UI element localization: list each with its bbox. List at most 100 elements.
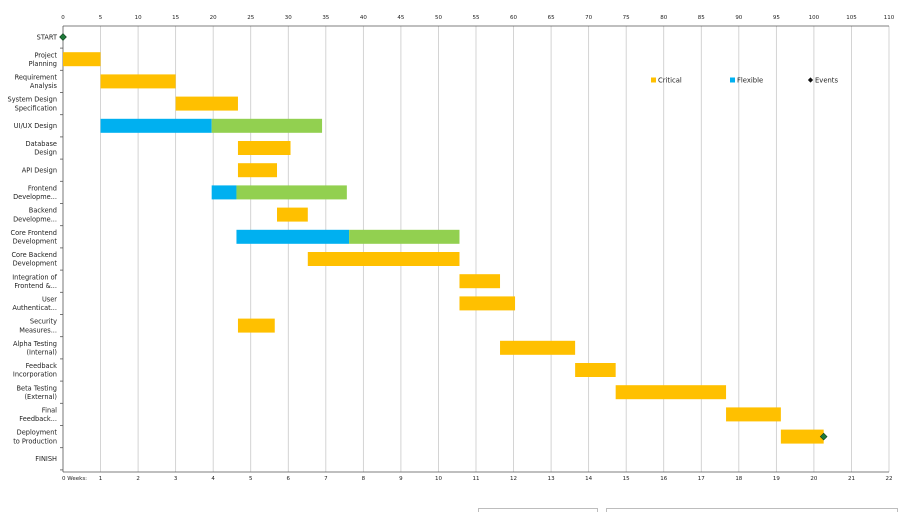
bottom-tick-label: 16 bbox=[660, 476, 667, 482]
top-tick-label: 10 bbox=[135, 15, 142, 21]
task-label: Development bbox=[13, 238, 58, 246]
task-label: Core Backend bbox=[11, 251, 57, 259]
top-tick-label: 40 bbox=[360, 15, 367, 21]
task-bar-slack bbox=[236, 185, 347, 200]
task-bar-flexible bbox=[211, 185, 237, 200]
bottom-tick-label: 13 bbox=[548, 476, 555, 482]
task-bar-flexible bbox=[236, 229, 350, 244]
task-bar-flexible bbox=[100, 118, 212, 133]
task-label: Alpha Testing bbox=[13, 340, 57, 348]
task-bar-slack bbox=[211, 118, 323, 133]
bottom-tick-label: 10 bbox=[435, 476, 442, 482]
event-marker bbox=[819, 432, 828, 441]
task-label: Database bbox=[26, 140, 57, 148]
task-label: Measures... bbox=[19, 326, 57, 334]
bottom-tick-label: 22 bbox=[886, 476, 893, 482]
task-label: Planning bbox=[29, 60, 57, 68]
top-axis: 0 5 10 15 20 25 30 35 40 45 50 55 60 65 70 75 80 85 90 95 10… bbox=[61, 15, 895, 27]
task-label: API Design bbox=[22, 167, 57, 175]
bottom-tick-label: 4 bbox=[211, 476, 215, 482]
legend-swatch-critical bbox=[651, 77, 656, 83]
legend-event-swatch bbox=[807, 77, 814, 83]
bottom-tick-label: 15 bbox=[623, 476, 630, 482]
top-tick-label: 75 bbox=[623, 15, 630, 21]
task-bar-critical bbox=[175, 96, 238, 111]
bottom-tick-label: 5 bbox=[249, 476, 253, 482]
event-markers bbox=[59, 33, 828, 441]
top-tick-label: 95 bbox=[773, 15, 780, 21]
task-label: Final bbox=[42, 407, 57, 415]
bottom-tick-label: 3 bbox=[174, 476, 178, 482]
bottom-tick-label: 14 bbox=[585, 476, 592, 482]
task-label: Incorporation bbox=[13, 371, 57, 379]
bottom-tick-label: 11 bbox=[473, 476, 480, 482]
legend-label: Flexible bbox=[737, 77, 763, 85]
task-bar-critical bbox=[237, 318, 275, 333]
bottom-tick-label: 2 bbox=[136, 476, 140, 482]
task-label: Core Frontend bbox=[11, 229, 57, 237]
top-tick-label: 55 bbox=[473, 15, 480, 21]
task-label: Project bbox=[34, 51, 57, 59]
bottom-tick-label: 21 bbox=[848, 476, 855, 482]
bottom-tick-label: 19 bbox=[773, 476, 780, 482]
top-tick-label: 35 bbox=[322, 15, 329, 21]
task-label: Beta Testing bbox=[17, 384, 57, 392]
footer-box-left bbox=[478, 508, 598, 512]
top-tick-label: 85 bbox=[698, 15, 705, 21]
top-tick-label: 15 bbox=[172, 15, 179, 21]
task-bar-critical bbox=[575, 363, 616, 377]
top-tick-label: 80 bbox=[660, 15, 667, 21]
bottom-tick-label: 20 bbox=[810, 476, 817, 482]
bottom-tick-label: 1 bbox=[99, 476, 103, 482]
top-tick-label: 90 bbox=[735, 15, 742, 21]
bottom-tick-label: 17 bbox=[698, 476, 705, 482]
bottom-axis-title: 0 Weeks: bbox=[62, 476, 87, 482]
task-label: Specification bbox=[15, 104, 57, 112]
task-bar-critical bbox=[726, 407, 781, 422]
task-bar-critical bbox=[237, 163, 278, 178]
bottom-tick-label: 6 bbox=[287, 476, 291, 482]
task-bar-critical bbox=[307, 252, 460, 266]
bottom-tick-label: 9 bbox=[399, 476, 403, 482]
task-bar-critical bbox=[500, 340, 576, 355]
task-bar-critical bbox=[459, 296, 516, 311]
task-bar-critical bbox=[459, 274, 501, 289]
task-bar-slack bbox=[349, 229, 460, 244]
task-label: (External) bbox=[24, 393, 57, 401]
top-tick-label: 50 bbox=[435, 15, 442, 21]
task-label: Developme... bbox=[13, 193, 57, 201]
footer-box-right bbox=[606, 508, 898, 512]
task-label: Deployment bbox=[17, 429, 58, 437]
top-tick-label: 100 bbox=[809, 15, 820, 21]
bottom-tick-label: 18 bbox=[735, 476, 742, 482]
task-bar-critical bbox=[100, 74, 176, 89]
top-tick-label: 20 bbox=[210, 15, 217, 21]
task-label: Requirement bbox=[15, 74, 58, 82]
bottom-tick-label: 7 bbox=[324, 476, 328, 482]
task-label: Feedback bbox=[26, 362, 58, 370]
task-label: Feedback... bbox=[19, 415, 57, 423]
task-label: to Production bbox=[13, 437, 57, 445]
task-label: Backend bbox=[29, 207, 57, 215]
grid-layer bbox=[60, 26, 890, 472]
top-tick-label: 30 bbox=[285, 15, 292, 21]
top-tick-label: 110 bbox=[884, 15, 895, 21]
task-label: Developme... bbox=[13, 215, 57, 223]
legend-label: Critical bbox=[658, 77, 682, 85]
task-bar-critical bbox=[780, 429, 824, 444]
task-label: System Design bbox=[8, 96, 57, 104]
bottom-tick-label: 12 bbox=[510, 476, 517, 482]
task-label: User bbox=[42, 296, 57, 304]
legend-swatch-flexible bbox=[730, 77, 735, 83]
bottom-tick-label: 8 bbox=[362, 476, 366, 482]
top-tick-label: 45 bbox=[397, 15, 404, 21]
top-tick-label: 105 bbox=[846, 15, 857, 21]
top-tick-label: 65 bbox=[548, 15, 555, 21]
task-label: Security bbox=[30, 318, 57, 326]
task-label: UI/UX Design bbox=[14, 122, 57, 130]
task-label: Analysis bbox=[30, 82, 58, 90]
task-bar-critical bbox=[277, 207, 308, 222]
top-tick-label: 70 bbox=[585, 15, 592, 21]
